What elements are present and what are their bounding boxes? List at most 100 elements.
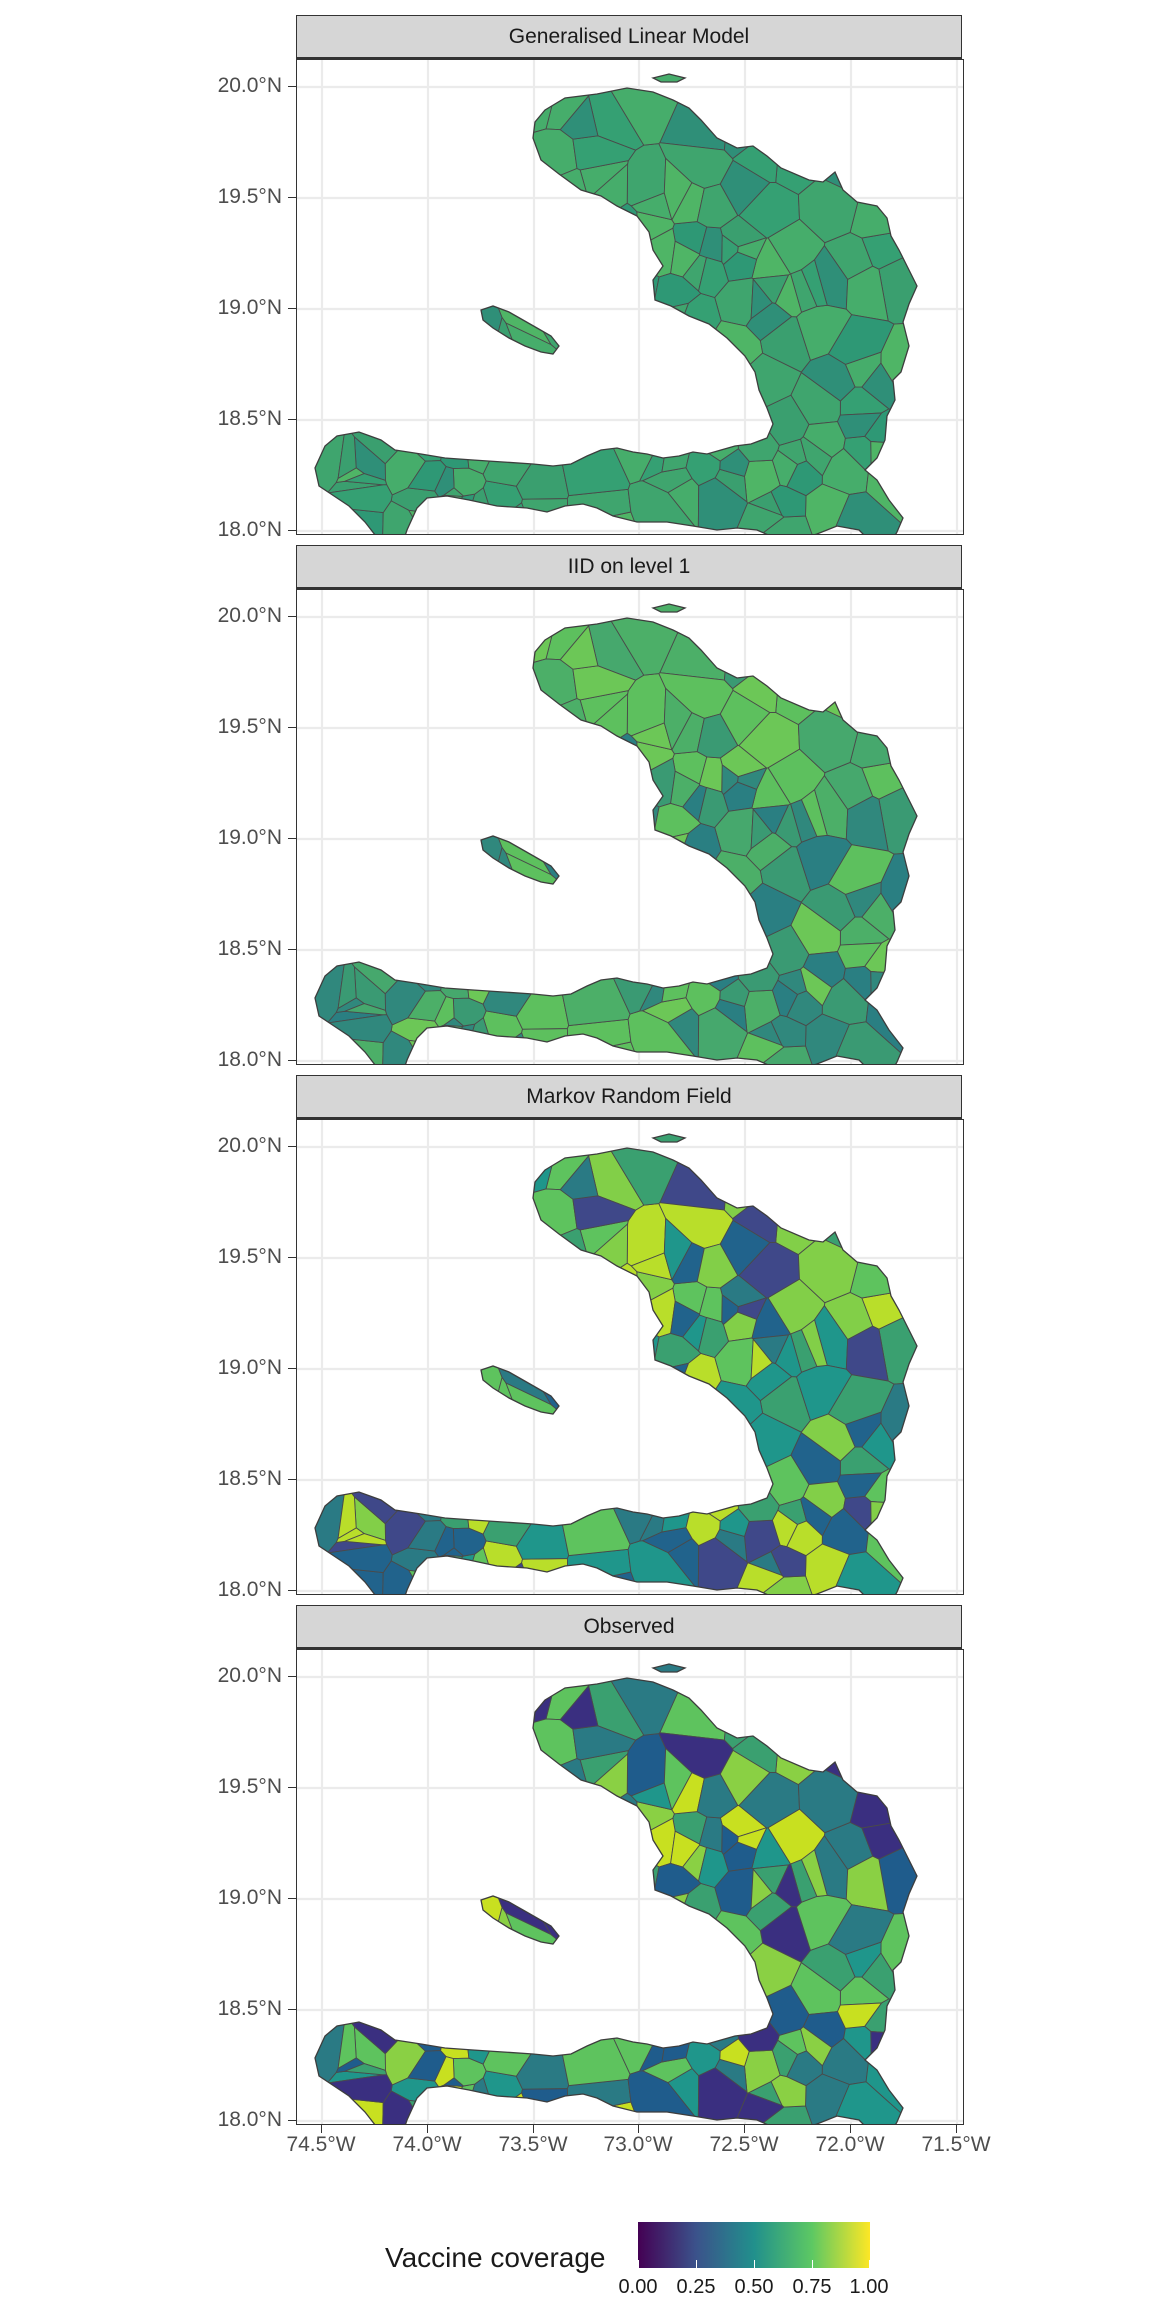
admin-region <box>407 460 447 492</box>
y-tick-label: 20.0°N <box>217 604 282 627</box>
map-svg <box>297 1650 963 2124</box>
admin-region <box>674 930 741 968</box>
admin-region <box>633 313 693 360</box>
admin-region <box>774 1333 803 1378</box>
admin-region <box>444 493 476 532</box>
admin-region <box>698 786 730 829</box>
x-tick-mark <box>321 2125 322 2133</box>
admin-region <box>599 259 660 334</box>
y-tick-label: 19.0°N <box>217 826 282 849</box>
admin-region <box>650 302 690 331</box>
admin-region <box>750 808 773 850</box>
admin-region <box>404 898 455 992</box>
y-tick-label: 18.0°N <box>217 1048 282 1071</box>
admin-region <box>699 1934 719 1992</box>
legend-tick <box>812 2260 813 2268</box>
y-tick-label: 20.0°N <box>217 1664 282 1687</box>
panel-title: Markov Random Field <box>296 1075 962 1119</box>
admin-region <box>831 1021 917 1064</box>
admin-region <box>818 604 917 650</box>
admin-region <box>775 1186 815 1256</box>
y-tick-mark <box>288 1590 296 1591</box>
admin-region <box>800 966 833 1007</box>
admin-region <box>350 128 578 220</box>
admin-region <box>760 604 822 660</box>
legend: Vaccine coverage 0.00 0.25 0.50 0.75 1.0… <box>385 2222 905 2298</box>
admin-region <box>760 1664 822 1720</box>
admin-region <box>817 104 872 151</box>
admin-region <box>698 1316 730 1359</box>
y-tick-mark <box>288 2120 296 2121</box>
admin-region <box>737 1827 768 1850</box>
admin-region <box>650 832 690 861</box>
admin-region <box>404 1428 455 1522</box>
admin-region <box>818 74 917 120</box>
admin-region <box>849 723 917 769</box>
admin-region <box>733 1032 785 1064</box>
admin-region <box>719 159 771 216</box>
admin-region <box>880 850 917 959</box>
country-outline <box>480 1365 560 1415</box>
admin-region <box>737 767 768 790</box>
country-outline <box>651 603 687 613</box>
y-tick-mark <box>288 308 296 309</box>
legend-label-1: 0.25 <box>676 2276 716 2298</box>
admin-region <box>559 624 599 670</box>
admin-region <box>789 1698 838 1773</box>
panel-title: Observed <box>296 1605 962 1649</box>
legend-label-4: 1.00 <box>849 2276 889 2298</box>
y-tick-mark <box>288 949 296 950</box>
region-group <box>315 604 917 1064</box>
admin-region <box>870 1134 917 1219</box>
admin-region <box>800 883 856 932</box>
y-tick-mark <box>288 616 296 617</box>
admin-region <box>774 273 803 318</box>
country-outline <box>314 1677 918 2124</box>
admin-region <box>733 2092 785 2124</box>
admin-region <box>789 108 838 183</box>
admin-region <box>703 1134 768 1182</box>
admin-region <box>475 925 569 987</box>
admin-region <box>586 1913 676 1991</box>
legend-tick <box>638 2260 639 2268</box>
admin-region <box>800 2026 833 2067</box>
admin-region <box>550 1840 614 1924</box>
y-tick-mark <box>288 1060 296 1061</box>
country-outline <box>651 1663 687 1673</box>
admin-region <box>674 400 741 438</box>
admin-region <box>633 1903 693 1950</box>
admin-region <box>586 323 676 401</box>
admin-region <box>837 412 883 439</box>
y-tick-label: 19.5°N <box>217 715 282 738</box>
admin-region <box>800 1319 828 1367</box>
country-outline <box>480 305 560 355</box>
admin-region <box>880 320 917 429</box>
admin-region <box>750 1868 773 1910</box>
country-outline <box>314 1147 918 1594</box>
admin-region <box>870 1664 917 1749</box>
country-outline <box>480 835 560 885</box>
y-tick-mark <box>288 838 296 839</box>
admin-region <box>849 1253 917 1299</box>
admin-region <box>817 1694 872 1741</box>
x-tick-mark <box>850 2125 851 2133</box>
y-tick-mark <box>288 1368 296 1369</box>
admin-region <box>315 1832 413 2055</box>
admin-region <box>837 2002 883 2029</box>
admin-region <box>315 74 565 202</box>
country-outline <box>480 1895 560 1945</box>
legend-tick <box>869 2260 870 2268</box>
x-tick-mark <box>744 2125 745 2133</box>
admin-region <box>717 1945 747 1981</box>
legend-title: Vaccine coverage <box>385 2242 606 2273</box>
admin-region <box>449 2105 496 2124</box>
admin-region <box>699 756 723 793</box>
admin-region <box>770 1544 807 1578</box>
x-tick-mark <box>956 2125 957 2133</box>
admin-region <box>774 1863 803 1908</box>
admin-region <box>559 94 599 140</box>
admin-region <box>818 1664 917 1710</box>
admin-region <box>404 1958 455 2052</box>
admin-region <box>818 1134 917 1180</box>
admin-region <box>699 1404 719 1462</box>
